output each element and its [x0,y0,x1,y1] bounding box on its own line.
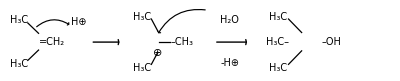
Text: H₃C: H₃C [269,12,287,22]
Text: -H⊕: -H⊕ [220,58,239,68]
Text: ⊕: ⊕ [154,48,163,58]
Text: H₃C: H₃C [10,59,28,69]
Text: H₃C: H₃C [133,12,151,22]
Text: =CH₂: =CH₂ [40,37,66,47]
Text: H₃C: H₃C [269,63,287,73]
Text: H₂O: H₂O [220,15,239,25]
Text: H₃C: H₃C [10,15,28,25]
Text: H⊕: H⊕ [71,17,86,27]
Text: –CH₃: –CH₃ [170,37,194,47]
Text: H₃C–: H₃C– [266,37,289,47]
Text: H₃C: H₃C [133,63,151,73]
Text: –OH: –OH [322,37,342,47]
